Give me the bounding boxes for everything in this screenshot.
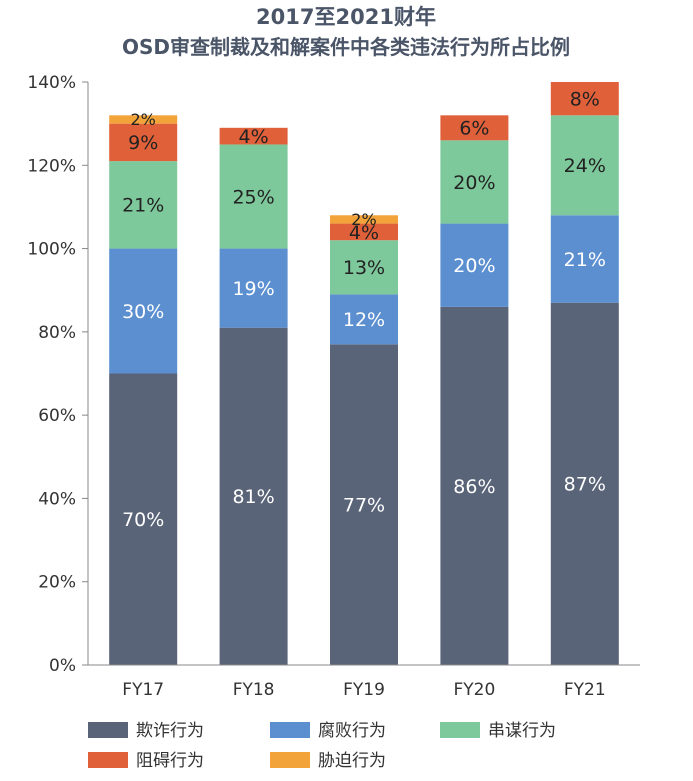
- data-label: 86%: [453, 476, 495, 498]
- bar-segment: [440, 306, 509, 665]
- data-label: 9%: [128, 132, 158, 154]
- data-label: 8%: [570, 88, 600, 110]
- bar-segment: [330, 344, 398, 665]
- bar-segment: [330, 215, 398, 224]
- bar-segment: [109, 161, 178, 249]
- data-label: 13%: [343, 257, 385, 279]
- data-label: 4%: [349, 222, 379, 244]
- data-label: 81%: [232, 486, 274, 508]
- legend-label: 胁迫行为: [318, 751, 386, 771]
- bar-segment: [330, 223, 398, 241]
- x-tick-label: FY21: [564, 680, 606, 700]
- x-tick-label: FY19: [343, 680, 385, 700]
- bar-segment: [440, 115, 509, 141]
- chart-subtitle: OSD审查制裁及和解案件中各类违法行为所占比例: [122, 35, 570, 59]
- bar-segment: [550, 115, 619, 216]
- legend-swatch: [440, 722, 480, 738]
- y-axis: 0% 20% 40% 60% 80% 100% 120% 140%: [27, 73, 89, 676]
- y-tick-label: 20%: [38, 573, 76, 593]
- legend-swatch: [270, 752, 310, 768]
- bar-segment: [219, 248, 288, 328]
- bar-segment: [440, 223, 509, 307]
- legend-label: 腐败行为: [318, 721, 386, 741]
- data-label: 87%: [564, 474, 606, 496]
- bar-segment: [550, 215, 619, 303]
- data-label: 6%: [459, 118, 489, 140]
- data-label: 21%: [564, 249, 606, 271]
- data-label: 2%: [351, 210, 376, 229]
- y-tick-label: 0%: [49, 656, 76, 676]
- data-label: 20%: [453, 172, 495, 194]
- bars: 70%30%21%9%2%81%19%25%4%77%12%13%4%2%86%…: [109, 82, 619, 665]
- x-tick-label: FY20: [454, 680, 496, 700]
- bar-segment: [109, 373, 178, 665]
- y-tick-label: 140%: [27, 73, 76, 93]
- data-label: 25%: [232, 186, 274, 208]
- data-label: 77%: [343, 495, 385, 517]
- bar-segment: [109, 248, 178, 374]
- data-label: 12%: [343, 309, 385, 331]
- data-label: 20%: [453, 255, 495, 277]
- legend-swatch: [270, 722, 310, 738]
- x-tick-label: FY18: [233, 680, 275, 700]
- data-label: 21%: [122, 195, 164, 217]
- y-tick-label: 120%: [27, 156, 76, 176]
- data-label: 24%: [564, 155, 606, 177]
- data-label: 4%: [239, 126, 269, 148]
- x-axis: FY17 FY18 FY19 FY20 FY21: [88, 664, 640, 700]
- y-tick-label: 60%: [38, 406, 76, 426]
- y-tick-label: 40%: [38, 489, 76, 509]
- bar-segment: [109, 115, 178, 124]
- y-tick-label: 100%: [27, 240, 76, 260]
- legend-label: 阻碍行为: [136, 751, 204, 771]
- legend-swatch: [88, 722, 128, 738]
- bar-segment: [330, 240, 398, 295]
- bar-segment: [109, 123, 178, 162]
- data-label: 70%: [122, 509, 164, 531]
- bar-segment: [550, 302, 619, 665]
- legend-label: 欺诈行为: [136, 721, 204, 741]
- bar-segment: [550, 82, 619, 116]
- bar-segment: [219, 144, 288, 249]
- bar-segment: [219, 127, 288, 145]
- data-label: 30%: [122, 301, 164, 323]
- data-label: 19%: [232, 278, 274, 300]
- data-label: 2%: [131, 110, 156, 129]
- legend-label: 串谋行为: [488, 721, 556, 741]
- chart-title: 2017至2021财年: [256, 5, 436, 29]
- bar-segment: [219, 327, 288, 665]
- y-tick-label: 80%: [38, 323, 76, 343]
- legend-swatch: [88, 752, 128, 768]
- bar-segment: [330, 294, 398, 345]
- x-tick-label: FY17: [122, 680, 164, 700]
- bar-segment: [440, 140, 509, 224]
